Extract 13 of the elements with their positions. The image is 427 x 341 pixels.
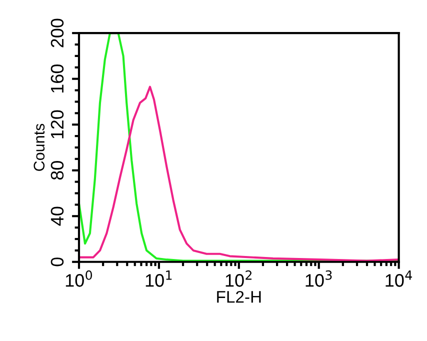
- x-tick-label: 10$^{4}$: [386, 270, 412, 287]
- y-axis-title: Counts: [34, 124, 45, 171]
- y-tick-label: 200: [50, 18, 64, 48]
- y-tick-label: 160: [50, 64, 64, 93]
- x-tick-label: 10$^{1}$: [146, 270, 172, 287]
- x-tick-label: 10$^{3}$: [306, 270, 332, 287]
- x-axis-title: FL2-H: [217, 290, 261, 303]
- x-tick-label: 10$^{2}$: [226, 270, 252, 287]
- y-tick-label: 40: [50, 206, 64, 226]
- x-tick-label: 10$^{0}$: [66, 270, 92, 287]
- y-tick-label: 0: [50, 258, 64, 266]
- y-tick-label: 80: [50, 161, 64, 180]
- y-tick-label: 120: [50, 110, 64, 138]
